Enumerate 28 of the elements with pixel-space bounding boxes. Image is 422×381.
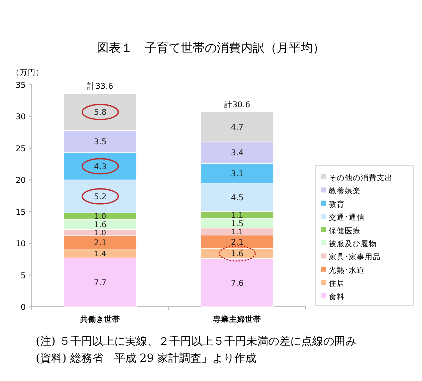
data-label: 1.6 (94, 220, 107, 230)
data-label: 5.2 (94, 192, 107, 202)
y-tick-label: 10 (16, 240, 26, 249)
y-tick-label: 30 (16, 112, 26, 122)
data-label: 4.3 (94, 162, 107, 172)
y-tick-label: 35 (16, 81, 26, 90)
y-tick-label: 5 (20, 271, 26, 280)
total-label: 計30.6 (224, 100, 250, 110)
y-tick-label: 20 (16, 176, 26, 186)
data-label: 3.4 (231, 148, 244, 158)
y-tick-label: 0 (20, 303, 26, 312)
text: (注) ５千円以上に実線、２千円以上５千円未満の差に点線の囲み (36, 335, 356, 348)
data-label: 7.7 (94, 278, 107, 288)
chart-title: 図表１ 子育て世帯の消費内訳（月平均） (97, 41, 325, 55)
data-label: 2.1 (94, 238, 107, 248)
y-tick-label: 25 (16, 144, 26, 154)
data-label: 2.1 (231, 238, 244, 247)
data-label: 4.5 (231, 193, 244, 202)
text: (資料) 総務省「平成 29 家計調査」より作成 (36, 352, 257, 365)
y-tick-label: 15 (16, 208, 26, 217)
data-label: 7.6 (231, 278, 244, 288)
data-label: 3.1 (231, 169, 244, 178)
data-label: 1.5 (231, 219, 244, 228)
total-label: 計33.6 (88, 82, 114, 91)
data-label: 5.8 (94, 108, 107, 118)
data-label: 4.7 (231, 123, 244, 132)
data-label: 3.5 (94, 138, 107, 147)
data-label: 1.6 (231, 250, 244, 259)
